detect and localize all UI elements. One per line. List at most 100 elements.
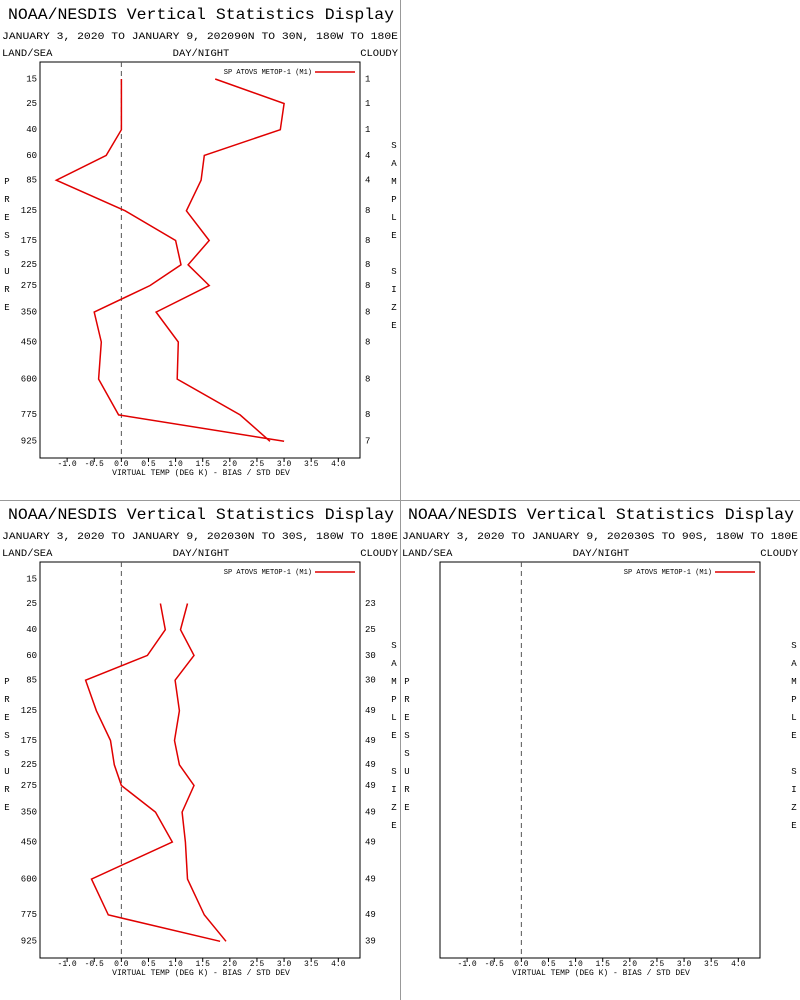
- day-night: DAY/NIGHT: [573, 548, 630, 560]
- y-tick-label: 350: [21, 308, 37, 318]
- sample-size: 1: [365, 74, 370, 84]
- sample-size: 23: [365, 599, 376, 609]
- y-tick-label: 85: [26, 176, 37, 186]
- y-tick-label: 175: [21, 736, 37, 746]
- y-tick-label: 350: [21, 808, 37, 818]
- y-tick-label: 60: [26, 151, 37, 161]
- sample-size: 49: [365, 910, 376, 920]
- sample-size: 49: [365, 736, 376, 746]
- panel: NOAA/NESDIS Vertical Statistics Display J…: [2, 6, 399, 478]
- y-tick-label: 275: [21, 781, 37, 791]
- cloudy: CLOUDY: [360, 548, 399, 560]
- plot-frame: [39, 561, 361, 959]
- x-tick-label: 1.0: [168, 960, 183, 969]
- profile-line: [84, 603, 221, 943]
- x-axis-label: VIRTUAL TEMP (DEG K) - BIAS / STD DEV: [112, 469, 290, 478]
- x-tick-label: 2.0: [223, 960, 238, 969]
- y-tick-label: 85: [26, 676, 37, 686]
- panel-subtitle: JANUARY 3, 2020 TO JANUARY 9, 202090N TO…: [2, 31, 398, 43]
- x-tick-label: 0.5: [141, 960, 156, 969]
- sample-size: 49: [365, 874, 376, 884]
- x-tick-label: 1.5: [196, 460, 211, 469]
- sample-size: 49: [365, 808, 376, 818]
- x-tick-label: -0.5: [485, 960, 504, 969]
- x-tick-label: 2.0: [223, 460, 238, 469]
- y-tick-label: 40: [26, 625, 37, 635]
- sample-size: 8: [365, 374, 370, 384]
- x-axis-label: VIRTUAL TEMP (DEG K) - BIAS / STD DEV: [112, 969, 290, 978]
- x-tick-label: 2.5: [650, 960, 665, 969]
- x-tick-label: 3.0: [677, 960, 692, 969]
- sample-size: 8: [365, 236, 370, 246]
- y-tick-label: 225: [21, 760, 37, 770]
- land-sea: LAND/SEA: [402, 548, 453, 560]
- panel-subtitle: JANUARY 3, 2020 TO JANUARY 9, 202030N TO…: [2, 531, 398, 543]
- cloudy: CLOUDY: [360, 48, 399, 60]
- y-tick-label: 15: [26, 574, 37, 584]
- x-tick-label: 0.5: [141, 460, 156, 469]
- x-tick-label: 0.0: [114, 960, 129, 969]
- x-tick-label: 3.0: [277, 460, 292, 469]
- panel-title: NOAA/NESDIS Vertical Statistics Display: [8, 6, 394, 24]
- sample-size: 8: [365, 410, 370, 420]
- y-tick-label: 15: [26, 74, 37, 84]
- y-tick-label: 275: [21, 281, 37, 291]
- y-tick-label: 225: [21, 260, 37, 270]
- profile-line: [154, 78, 285, 442]
- sample-size: 7: [365, 437, 370, 447]
- sample-size: 49: [365, 706, 376, 716]
- y-tick-label: 600: [21, 374, 37, 384]
- x-tick-label: 0.5: [541, 960, 556, 969]
- x-tick-label: 2.5: [250, 960, 265, 969]
- panel-title: NOAA/NESDIS Vertical Statistics Display: [408, 506, 794, 524]
- y-tick-label: 25: [26, 599, 37, 609]
- x-tick-label: -1.0: [458, 960, 477, 969]
- x-tick-label: 3.5: [304, 960, 319, 969]
- y-tick-label: 175: [21, 236, 37, 246]
- sample-size: 49: [365, 760, 376, 770]
- y-tick-label: 925: [21, 437, 37, 447]
- sample-size: 8: [365, 281, 370, 291]
- panel-subtitle: JANUARY 3, 2020 TO JANUARY 9, 202030S TO…: [402, 531, 798, 543]
- sample-size: 8: [365, 206, 370, 216]
- legend-label: SP ATOVS METOP-1 (M1): [224, 69, 312, 77]
- sample-size: 30: [365, 651, 376, 661]
- sample-size: 8: [365, 308, 370, 318]
- sample-size: 39: [365, 937, 376, 947]
- sample-size: 8: [365, 260, 370, 270]
- y-tick-label: 450: [21, 837, 37, 847]
- cloudy: CLOUDY: [760, 548, 799, 560]
- x-tick-label: 2.0: [623, 960, 638, 969]
- y-tick-label: 125: [21, 706, 37, 716]
- sample-size: 49: [365, 781, 376, 791]
- x-tick-label: 0.0: [114, 460, 129, 469]
- x-tick-label: 4.0: [331, 460, 346, 469]
- x-tick-label: -1.0: [58, 960, 77, 969]
- y-tick-label: 925: [21, 937, 37, 947]
- sample-size: 1: [365, 125, 370, 135]
- day-night: DAY/NIGHT: [173, 48, 230, 60]
- sample-size: 4: [365, 151, 370, 161]
- panel-title: NOAA/NESDIS Vertical Statistics Display: [8, 506, 394, 524]
- x-tick-label: 3.0: [277, 960, 292, 969]
- sample-size: 25: [365, 625, 376, 635]
- y-tick-label: 600: [21, 874, 37, 884]
- x-tick-label: 1.5: [196, 960, 211, 969]
- y-tick-label: 125: [21, 206, 37, 216]
- land-sea: LAND/SEA: [2, 548, 53, 560]
- sample-size: 1: [365, 99, 370, 109]
- panel: NOAA/NESDIS Vertical Statistics Display J…: [402, 506, 799, 978]
- x-tick-label: 4.0: [731, 960, 746, 969]
- x-tick-label: 1.5: [596, 960, 611, 969]
- x-tick-label: 3.5: [304, 460, 319, 469]
- legend-label: SP ATOVS METOP-1 (M1): [224, 569, 312, 577]
- land-sea: LAND/SEA: [2, 48, 53, 60]
- x-axis-label: VIRTUAL TEMP (DEG K) - BIAS / STD DEV: [512, 969, 690, 978]
- x-tick-label: 2.5: [250, 460, 265, 469]
